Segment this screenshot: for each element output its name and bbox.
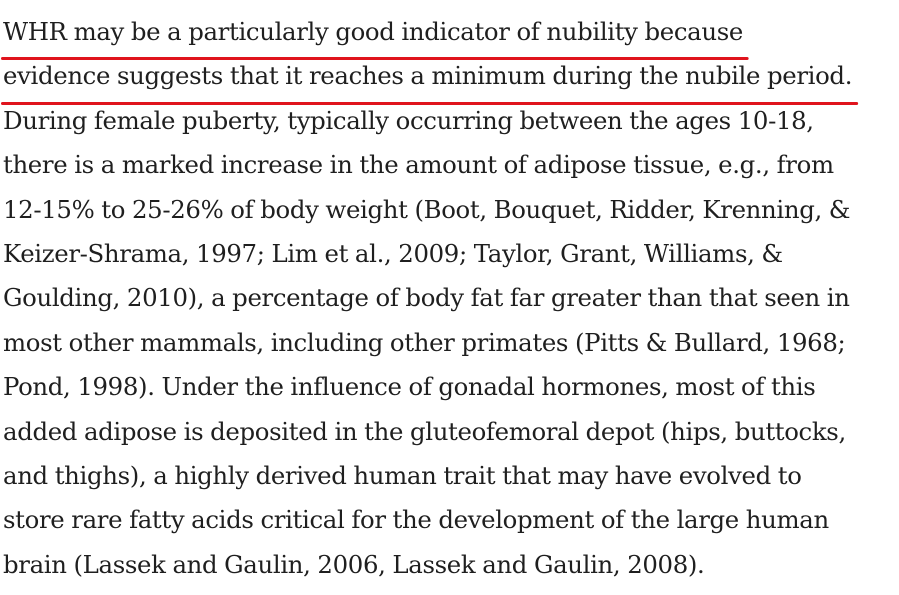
text-line-9: Pond, 1998). Under the influence of gona… xyxy=(3,372,816,402)
text-line-12: store rare fatty acids critical for the … xyxy=(3,505,829,535)
text-line-6: Keizer-Shrama, 1997; Lim et al., 2009; T… xyxy=(3,239,783,269)
text-line-5: 12-15% to 25-26% of body weight (Boot, B… xyxy=(3,194,851,224)
text-line-7: Goulding, 2010), a percentage of body fa… xyxy=(3,283,850,313)
text-line-3: During female puberty, typically occurri… xyxy=(3,105,814,135)
text-line-8: most other mammals, including other prim… xyxy=(3,327,846,357)
document-body: WHR may be a particularly good indicator… xyxy=(1,10,897,587)
text-line-4: there is a marked increase in the amount… xyxy=(3,150,834,180)
text-line-1: WHR may be a particularly good indicator… xyxy=(1,10,893,61)
highlighted-text-2: evidence suggests that it reaches a mini… xyxy=(1,54,859,106)
text-line-13: brain (Lassek and Gaulin, 2006, Lassek a… xyxy=(3,549,705,579)
text-line-11: and thighs), a highly derived human trai… xyxy=(3,461,802,491)
text-line-2: evidence suggests that it reaches a mini… xyxy=(1,54,893,106)
text-line-10: added adipose is deposited in the gluteo… xyxy=(3,416,846,446)
highlighted-text-1: WHR may be a particularly good indicator… xyxy=(1,10,750,61)
